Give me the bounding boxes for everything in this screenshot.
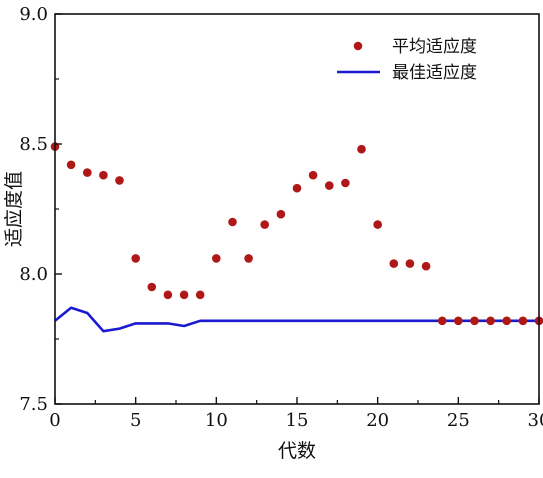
x-axis-title: 代数: [278, 440, 316, 462]
x-tick-label: 0: [49, 410, 60, 431]
x-tick-label: 30: [528, 410, 543, 431]
legend-marker-1: [353, 41, 363, 51]
scatter-point: [389, 259, 399, 268]
scatter-point: [147, 282, 157, 292]
scatter-point: [179, 290, 189, 300]
scatter-point: [83, 168, 92, 177]
scatter-point: [292, 183, 302, 193]
scatter-point: [276, 209, 286, 219]
scatter-point: [163, 290, 173, 300]
scatter-point: [421, 261, 431, 271]
scatter-point: [341, 178, 350, 188]
scatter-point: [325, 181, 334, 190]
legend-label-1: 平均适应度: [392, 37, 477, 57]
x-tick-label: 10: [205, 410, 228, 431]
x-tick-label: 25: [447, 410, 470, 431]
x-tick-label: 15: [286, 410, 309, 431]
scatter-point: [486, 316, 495, 326]
scatter-point: [228, 217, 237, 227]
scatter-point: [405, 259, 415, 268]
scatter-point: [131, 254, 140, 263]
scatter-point: [357, 144, 366, 154]
scatter-point: [99, 170, 108, 180]
scatter-point: [244, 254, 253, 263]
scatter-point: [195, 290, 205, 300]
y-tick-label: 8.0: [19, 264, 48, 285]
scatter-point: [454, 316, 463, 326]
y-tick-label: 8.5: [19, 134, 48, 155]
scatter-point: [437, 316, 447, 326]
scatter-point: [212, 254, 221, 263]
scatter-point: [115, 176, 124, 185]
scatter-point: [470, 316, 479, 326]
y-tick-label: 9.0: [19, 4, 48, 25]
y-tick-label: 7.5: [19, 394, 48, 415]
scatter-point: [260, 220, 270, 229]
scatter-point: [373, 220, 383, 229]
scatter-point: [518, 316, 528, 326]
plot-marks: [50, 142, 543, 333]
scatter-point: [308, 170, 318, 180]
y-axis-title: 适应度值: [3, 171, 25, 247]
x-tick-label: 20: [366, 410, 389, 431]
scatter-point: [66, 160, 76, 170]
legend-label-2: 最佳适应度: [392, 63, 477, 83]
x-tick-label: 5: [130, 410, 141, 431]
axis-ticks: 0 5 10 15 20 25 30 7.5 8.0 8.5 9.0: [19, 4, 543, 431]
scatter-point: [502, 316, 512, 326]
